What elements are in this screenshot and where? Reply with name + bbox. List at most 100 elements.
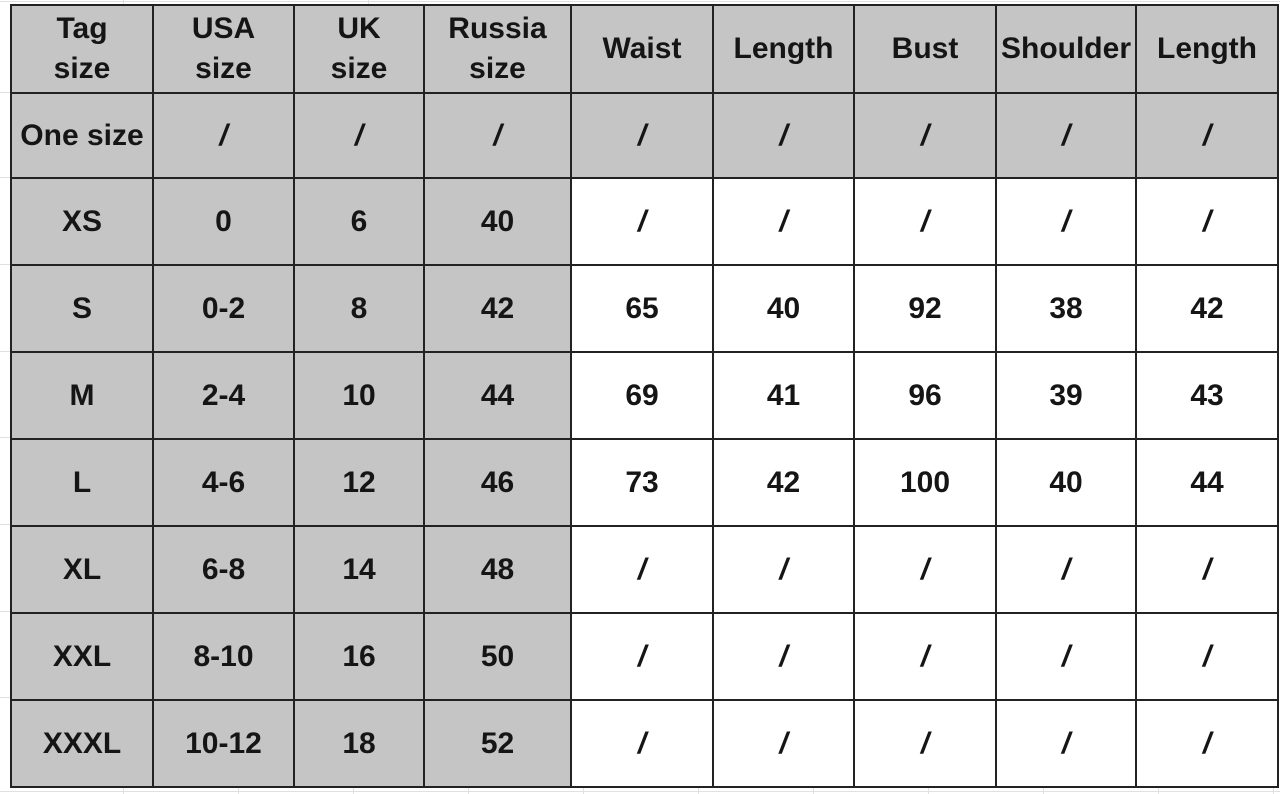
size-cell: 65 bbox=[570, 264, 714, 353]
size-cell: 6 bbox=[293, 177, 425, 266]
size-cell: 100 bbox=[853, 438, 997, 527]
size-cell: / bbox=[1135, 525, 1279, 614]
row-label-xs: XS bbox=[10, 177, 154, 266]
size-cell: 50 bbox=[423, 612, 572, 701]
size-cell: / bbox=[853, 177, 997, 266]
size-cell: / bbox=[570, 699, 714, 788]
header-row: Tag size USA size UK size Russia size Wa… bbox=[10, 4, 1279, 94]
size-cell: 42 bbox=[423, 264, 572, 353]
size-cell: / bbox=[853, 92, 997, 179]
size-cell: 42 bbox=[1135, 264, 1279, 353]
size-cell: 38 bbox=[995, 264, 1137, 353]
gutter-gridline bbox=[123, 786, 124, 794]
gutter-gridline bbox=[928, 786, 929, 794]
table-row: XL 6-8 14 48 / / / / / bbox=[10, 525, 1279, 614]
size-cell: 69 bbox=[570, 351, 714, 440]
table-row: M 2-4 10 44 69 41 96 39 43 bbox=[10, 351, 1279, 440]
size-cell: 46 bbox=[423, 438, 572, 527]
size-cell: / bbox=[712, 612, 855, 701]
header-shoulder: Shoulder bbox=[995, 4, 1137, 94]
table-row: S 0-2 8 42 65 40 92 38 42 bbox=[10, 264, 1279, 353]
size-cell: 6-8 bbox=[152, 525, 295, 614]
gutter-gridline bbox=[0, 611, 10, 612]
gutter-gridline bbox=[0, 92, 10, 93]
size-cell: / bbox=[853, 699, 997, 788]
size-cell: 14 bbox=[293, 525, 425, 614]
size-cell: 52 bbox=[423, 699, 572, 788]
size-cell: / bbox=[1135, 612, 1279, 701]
size-cell: 41 bbox=[712, 351, 855, 440]
size-cell: 48 bbox=[423, 525, 572, 614]
gutter-gridline bbox=[698, 786, 699, 794]
size-cell: 39 bbox=[995, 351, 1137, 440]
row-label-xl: XL bbox=[10, 525, 154, 614]
size-cell: / bbox=[712, 699, 855, 788]
header-russia-size: Russia size bbox=[423, 4, 572, 94]
gutter-gridline bbox=[0, 524, 10, 525]
gutter-gridline bbox=[0, 351, 10, 352]
gutter-gridline bbox=[0, 697, 10, 698]
size-cell: / bbox=[1135, 92, 1279, 179]
size-cell: / bbox=[570, 177, 714, 266]
size-cell: / bbox=[995, 612, 1137, 701]
header-bust: Bust bbox=[853, 4, 997, 94]
size-cell: 42 bbox=[712, 438, 855, 527]
size-cell: 92 bbox=[853, 264, 997, 353]
row-label-xxl: XXL bbox=[10, 612, 154, 701]
size-cell: 2-4 bbox=[152, 351, 295, 440]
size-cell: / bbox=[995, 177, 1137, 266]
size-cell: 18 bbox=[293, 699, 425, 788]
table-row: One size / / / / / / / / bbox=[10, 92, 1279, 179]
gutter-gridline bbox=[353, 786, 354, 794]
header-waist: Waist bbox=[570, 4, 714, 94]
header-tag-size: Tag size bbox=[10, 4, 154, 94]
size-cell: / bbox=[570, 92, 714, 179]
size-cell: 12 bbox=[293, 438, 425, 527]
size-cell: 0 bbox=[152, 177, 295, 266]
size-cell: 0-2 bbox=[152, 264, 295, 353]
gutter-gridline bbox=[0, 437, 10, 438]
size-cell: 40 bbox=[712, 264, 855, 353]
size-cell: / bbox=[995, 525, 1137, 614]
gutter-gridline bbox=[0, 791, 1280, 792]
size-cell: / bbox=[152, 92, 295, 179]
size-cell: 8 bbox=[293, 264, 425, 353]
size-cell: 16 bbox=[293, 612, 425, 701]
gutter-gridline bbox=[238, 786, 239, 794]
size-cell: 8-10 bbox=[152, 612, 295, 701]
size-cell: 73 bbox=[570, 438, 714, 527]
size-cell: 10-12 bbox=[152, 699, 295, 788]
size-cell: 96 bbox=[853, 351, 997, 440]
size-cell: / bbox=[995, 699, 1137, 788]
size-cell: 40 bbox=[995, 438, 1137, 527]
size-cell: / bbox=[1135, 177, 1279, 266]
gutter-gridline bbox=[123, 0, 124, 4]
size-cell: 40 bbox=[423, 177, 572, 266]
gutter-gridline bbox=[1158, 786, 1159, 794]
size-cell: / bbox=[712, 177, 855, 266]
gutter-gridline bbox=[1043, 786, 1044, 794]
row-label-m: M bbox=[10, 351, 154, 440]
row-label-xxxl: XXXL bbox=[10, 699, 154, 788]
size-cell: 4-6 bbox=[152, 438, 295, 527]
header-usa-size: USA size bbox=[152, 4, 295, 94]
size-cell: / bbox=[853, 612, 997, 701]
gutter-gridline bbox=[368, 0, 369, 4]
header-length: Length bbox=[712, 4, 855, 94]
size-cell: / bbox=[423, 92, 572, 179]
size-cell: 44 bbox=[1135, 438, 1279, 527]
size-cell: / bbox=[570, 612, 714, 701]
table-row: XXXL 10-12 18 52 / / / / / bbox=[10, 699, 1279, 788]
gutter-gridline bbox=[0, 1, 1280, 2]
gutter-gridline bbox=[813, 786, 814, 794]
size-cell: / bbox=[712, 92, 855, 179]
gutter-gridline bbox=[1273, 786, 1274, 794]
row-label-one-size: One size bbox=[10, 92, 154, 179]
row-label-s: S bbox=[10, 264, 154, 353]
gutter-gridline bbox=[0, 264, 10, 265]
size-cell: 43 bbox=[1135, 351, 1279, 440]
gutter-gridline bbox=[468, 786, 469, 794]
table-row: XXL 8-10 16 50 / / / / / bbox=[10, 612, 1279, 701]
size-cell: 10 bbox=[293, 351, 425, 440]
